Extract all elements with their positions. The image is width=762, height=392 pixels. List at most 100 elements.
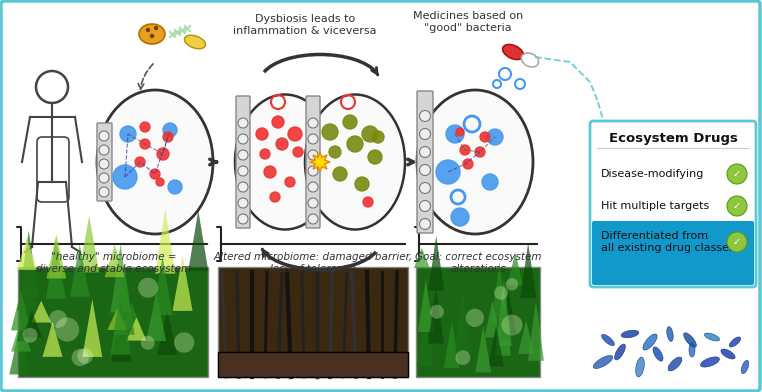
Circle shape <box>343 115 357 129</box>
Text: Dysbiosis leads to
inflammation & viceversa: Dysbiosis leads to inflammation & viceve… <box>233 14 376 36</box>
Circle shape <box>163 132 173 142</box>
Ellipse shape <box>184 35 206 49</box>
Circle shape <box>23 328 37 343</box>
Polygon shape <box>9 328 30 374</box>
Circle shape <box>55 318 79 341</box>
Circle shape <box>430 305 444 319</box>
Text: ✓: ✓ <box>733 237 741 247</box>
Circle shape <box>293 147 303 157</box>
Ellipse shape <box>700 357 719 367</box>
Ellipse shape <box>667 327 674 341</box>
Polygon shape <box>110 244 130 312</box>
Polygon shape <box>155 209 175 274</box>
Circle shape <box>475 147 485 157</box>
Circle shape <box>451 208 469 226</box>
Polygon shape <box>528 301 544 361</box>
Polygon shape <box>82 299 102 357</box>
Polygon shape <box>172 256 193 311</box>
Circle shape <box>308 150 318 160</box>
Polygon shape <box>110 287 130 355</box>
Circle shape <box>368 150 382 164</box>
Ellipse shape <box>729 337 741 347</box>
Circle shape <box>270 192 280 202</box>
Circle shape <box>238 198 248 208</box>
Circle shape <box>308 198 318 208</box>
Circle shape <box>480 132 490 142</box>
Circle shape <box>285 177 295 187</box>
Circle shape <box>456 350 470 365</box>
Polygon shape <box>121 303 142 328</box>
Circle shape <box>163 123 177 137</box>
Ellipse shape <box>653 347 663 361</box>
Circle shape <box>333 167 347 181</box>
FancyBboxPatch shape <box>306 96 320 228</box>
Polygon shape <box>520 243 536 298</box>
Polygon shape <box>427 288 443 343</box>
FancyBboxPatch shape <box>218 352 408 377</box>
Polygon shape <box>70 245 90 297</box>
Polygon shape <box>146 292 166 341</box>
Circle shape <box>260 149 270 159</box>
Polygon shape <box>22 312 42 338</box>
Polygon shape <box>104 245 125 277</box>
Circle shape <box>99 159 109 169</box>
Circle shape <box>146 29 149 31</box>
Circle shape <box>168 180 182 194</box>
Ellipse shape <box>621 330 639 338</box>
Polygon shape <box>46 235 66 278</box>
Circle shape <box>494 286 507 300</box>
Circle shape <box>272 116 284 128</box>
Circle shape <box>49 310 67 328</box>
Ellipse shape <box>503 45 523 60</box>
Circle shape <box>363 197 373 207</box>
Polygon shape <box>111 301 131 361</box>
Circle shape <box>420 218 431 229</box>
Polygon shape <box>152 257 172 315</box>
Polygon shape <box>126 318 146 341</box>
FancyBboxPatch shape <box>590 121 756 287</box>
Polygon shape <box>31 301 51 323</box>
Circle shape <box>138 278 158 298</box>
Ellipse shape <box>601 334 614 346</box>
Polygon shape <box>417 311 433 366</box>
Polygon shape <box>496 280 512 346</box>
Circle shape <box>501 314 523 336</box>
Polygon shape <box>188 211 208 271</box>
Text: "healthy" microbiome =
diverse and stable ecosystem: "healthy" microbiome = diverse and stabl… <box>37 252 191 274</box>
Polygon shape <box>494 301 510 341</box>
Circle shape <box>482 174 498 190</box>
Circle shape <box>460 145 470 155</box>
Ellipse shape <box>636 357 645 377</box>
FancyBboxPatch shape <box>417 91 433 233</box>
Circle shape <box>463 159 473 169</box>
Polygon shape <box>414 248 430 268</box>
Polygon shape <box>19 230 39 298</box>
Circle shape <box>156 178 164 186</box>
Ellipse shape <box>594 356 613 368</box>
Circle shape <box>120 126 136 142</box>
Circle shape <box>308 214 318 224</box>
Circle shape <box>420 129 431 140</box>
Text: Altered microbiome: damaged barrier,
loss of tolerance: Altered microbiome: damaged barrier, los… <box>213 252 412 274</box>
Circle shape <box>436 160 460 184</box>
FancyBboxPatch shape <box>592 221 754 285</box>
Polygon shape <box>157 309 178 355</box>
Circle shape <box>238 166 248 176</box>
Circle shape <box>141 336 155 350</box>
Circle shape <box>72 349 89 366</box>
Circle shape <box>288 127 302 141</box>
Circle shape <box>347 136 363 152</box>
Polygon shape <box>17 238 37 270</box>
Circle shape <box>355 177 369 191</box>
Circle shape <box>238 214 248 224</box>
Ellipse shape <box>235 94 335 229</box>
Polygon shape <box>11 291 31 330</box>
Circle shape <box>113 165 137 189</box>
Circle shape <box>308 182 318 192</box>
Circle shape <box>155 27 158 29</box>
Text: Goal: correct ecosystem
alterations: Goal: correct ecosystem alterations <box>415 252 541 274</box>
Circle shape <box>466 309 484 327</box>
Circle shape <box>487 129 503 145</box>
Circle shape <box>362 126 378 142</box>
Circle shape <box>238 118 248 128</box>
